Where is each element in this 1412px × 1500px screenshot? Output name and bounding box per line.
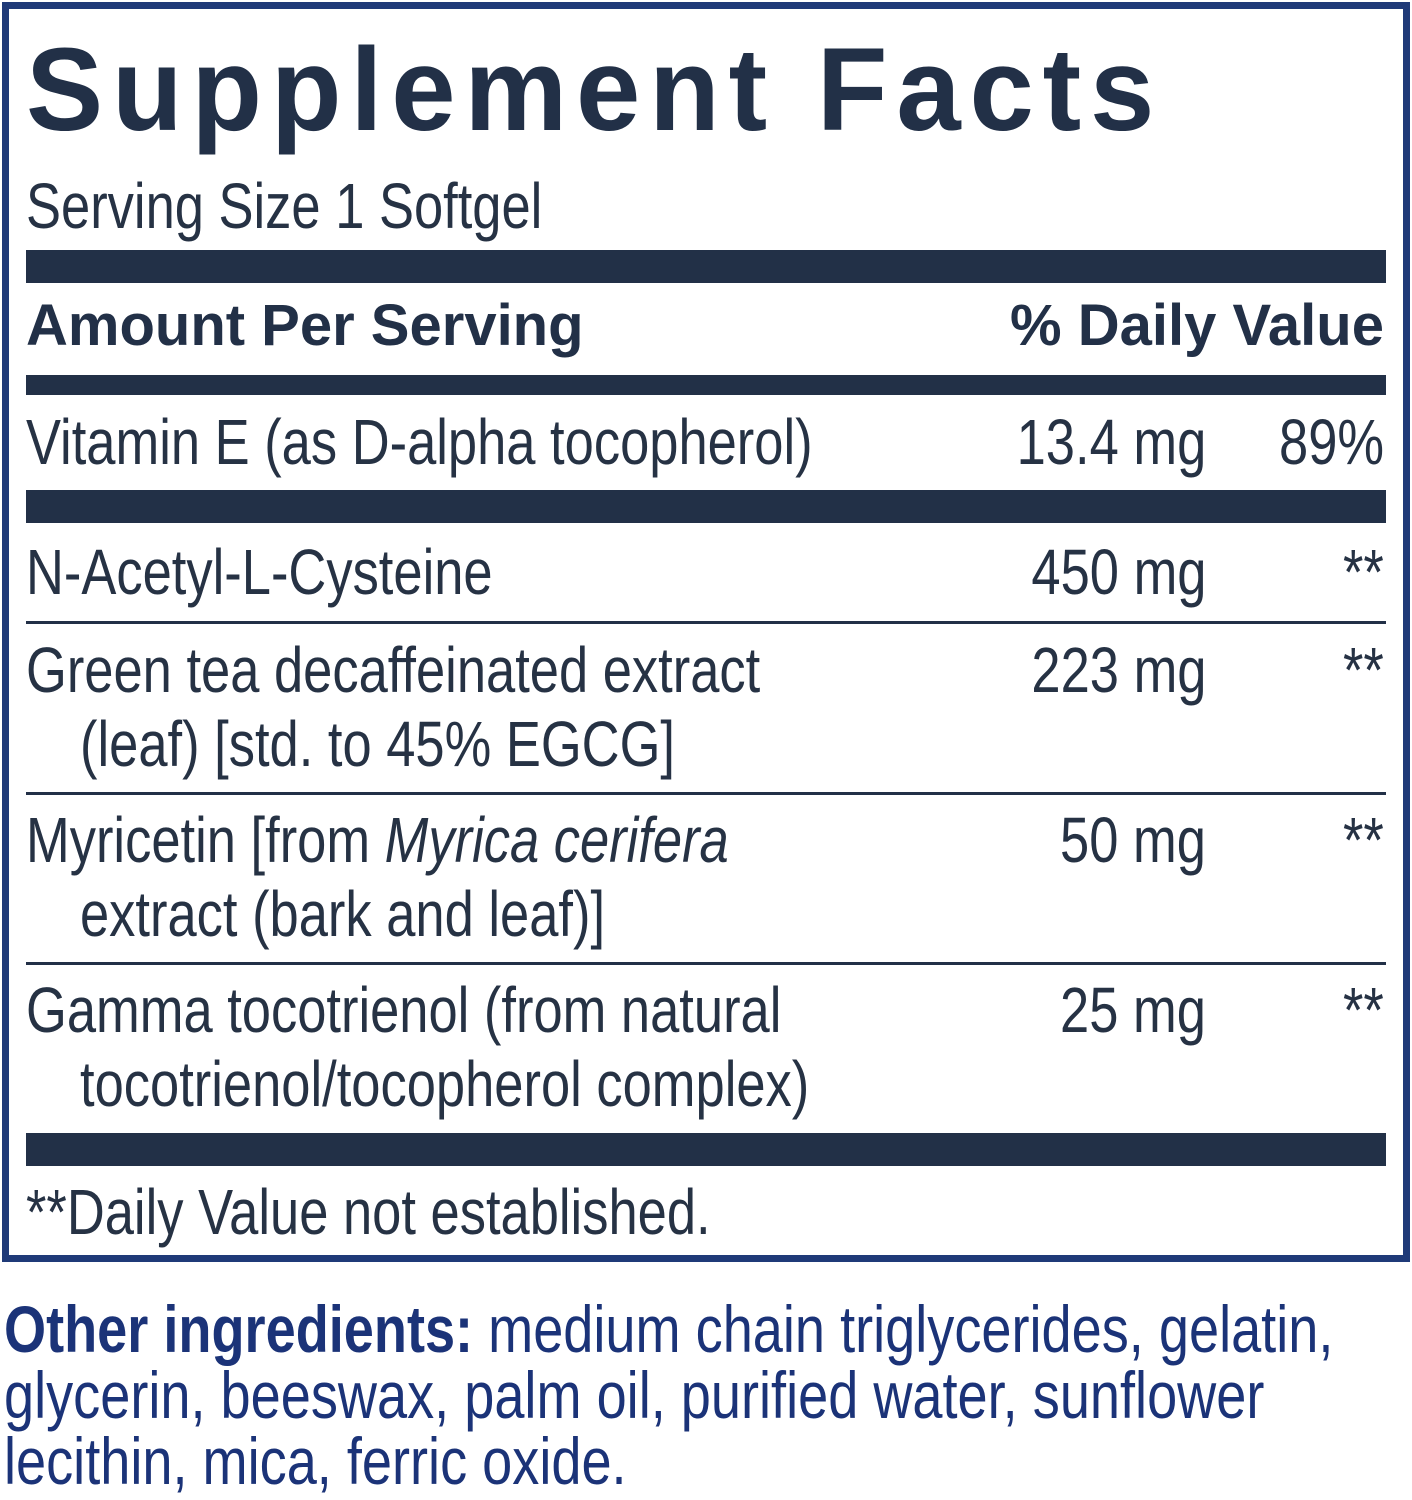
- divider-thin: [26, 621, 1386, 624]
- divider-thick: [26, 490, 1386, 523]
- divider-thin: [26, 962, 1386, 965]
- serving-size: Serving Size 1 Softgel: [26, 170, 543, 242]
- supplement-facts-panel: [2, 2, 1410, 1262]
- divider-thick: [26, 1133, 1386, 1166]
- panel-title: Supplement Facts: [26, 24, 1164, 156]
- divider-medium: [26, 375, 1386, 395]
- divider-thin: [26, 792, 1386, 795]
- footnote: **Daily Value not established.: [26, 1176, 711, 1248]
- header-amount-per-serving: Amount Per Serving: [26, 293, 584, 358]
- header-daily-value: % Daily Value: [1010, 293, 1384, 358]
- divider-thick: [26, 250, 1386, 283]
- other-ingredients: Other ingredients: medium chain triglyce…: [4, 1292, 1334, 1498]
